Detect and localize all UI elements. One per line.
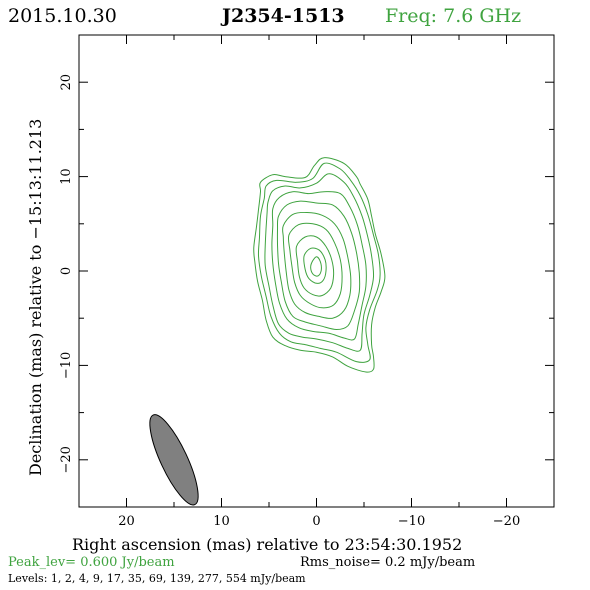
contour-level-9	[303, 247, 327, 284]
y-tick-label: −10	[59, 352, 74, 379]
contour-level-5	[276, 200, 361, 331]
contour-level-4	[271, 191, 367, 341]
x-tick-label: −20	[493, 514, 520, 529]
y-axis-label: Declination (mas) relative to −15:13:11.…	[26, 119, 45, 476]
x-tick-label: −10	[398, 514, 425, 529]
contour-level-10	[310, 256, 322, 277]
epoch-date: 2015.10.30	[8, 5, 117, 27]
x-tick-label: 20	[118, 514, 135, 529]
y-tick-label: 10	[59, 168, 74, 185]
peak-level-label: Peak_lev= 0.600 Jy/beam	[8, 555, 175, 570]
x-tick-label: 10	[213, 514, 230, 529]
rms-noise-label: Rms_noise= 0.2 mJy/beam	[300, 555, 475, 570]
contour-group	[253, 157, 386, 373]
frequency-label: Freq: 7.6 GHz	[385, 5, 521, 27]
y-tick-label: 0	[59, 267, 74, 275]
plot-frame	[78, 34, 555, 508]
contour-level-3	[264, 173, 375, 352]
x-tick-label: 0	[312, 514, 320, 529]
source-name: J2354-1513	[220, 5, 345, 27]
contour-level-2	[257, 162, 381, 363]
y-tick-label: 20	[59, 74, 74, 91]
y-tick-label: −20	[59, 446, 74, 473]
contour-level-7	[287, 222, 343, 309]
contour-level-8	[295, 235, 335, 297]
axes-group: 20 10 0 −10 −20 20 10 0 −10 −20	[59, 34, 555, 529]
contour-level-1	[253, 157, 386, 373]
beam-group	[149, 414, 199, 506]
x-axis-label: Right ascension (mas) relative to 23:54:…	[72, 535, 462, 554]
contour-levels-label: Levels: 1, 2, 4, 9, 17, 35, 69, 139, 277…	[8, 572, 306, 585]
contour-level-6	[282, 211, 352, 319]
restoring-beam	[149, 414, 199, 506]
